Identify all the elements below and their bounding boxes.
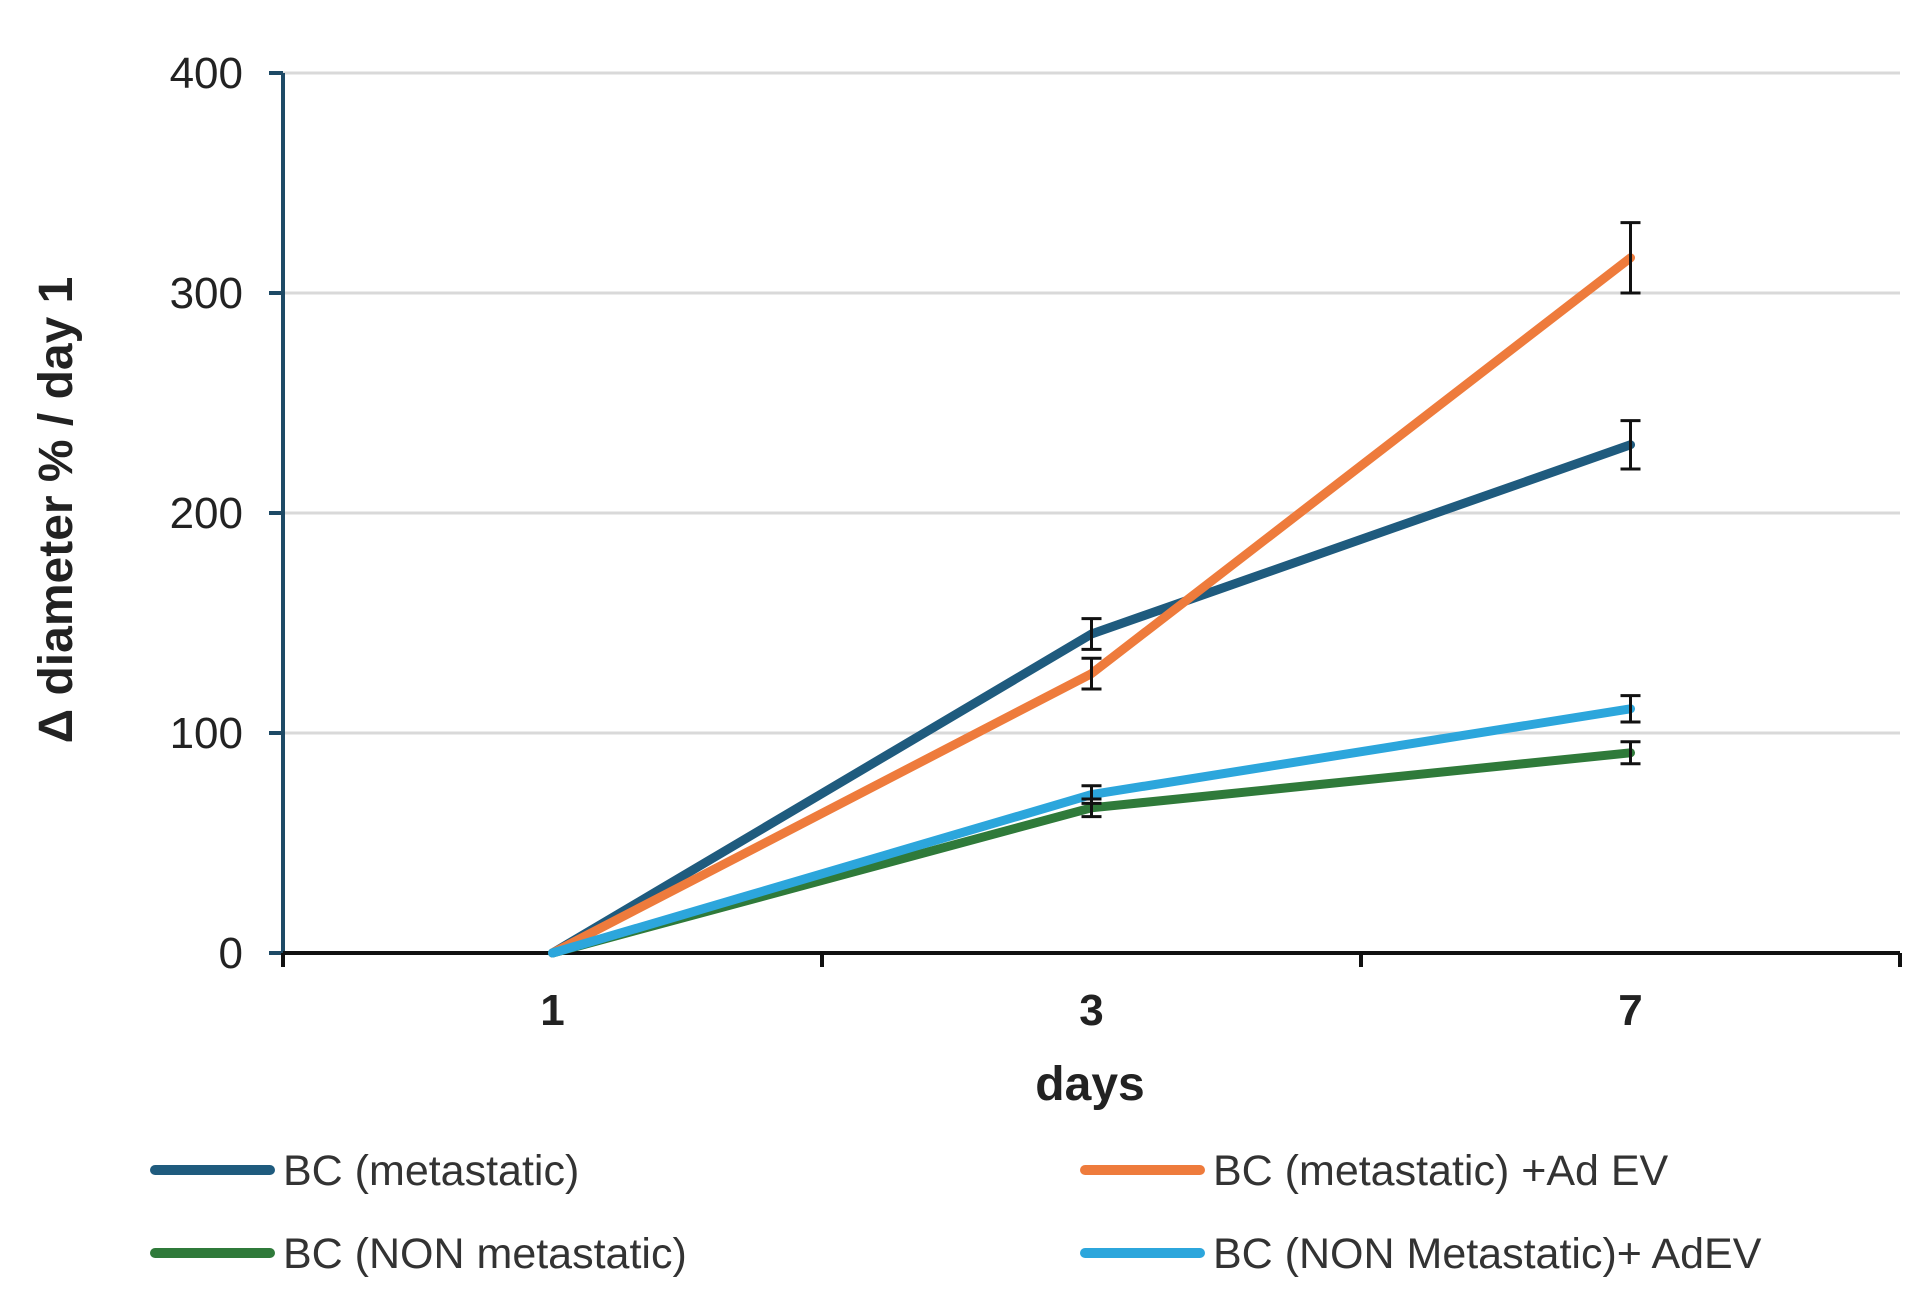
series-lines: [548, 253, 1635, 958]
x-tick-label: 1: [540, 986, 564, 1035]
series-line: [548, 253, 1635, 958]
y-axis-ticks: 0 100 200 300 400: [170, 49, 283, 978]
y-axis-title: Δ diameter % / day 1: [30, 277, 83, 744]
error-bars: [1081, 221, 1641, 819]
legend: BC (metastatic) BC (metastatic) +Ad EV BC …: [150, 1147, 1762, 1278]
y-tick-label: 400: [170, 49, 243, 98]
x-tick-label: 7: [1618, 986, 1642, 1035]
y-tick-label: 200: [170, 489, 243, 538]
gridlines: [283, 71, 1900, 735]
x-axis-title: days: [1035, 1058, 1144, 1111]
legend-label: BC (NON Metastatic)+ AdEV: [1213, 1230, 1762, 1278]
x-axis-ticks: 1 3 7: [281, 953, 1902, 1035]
y-tick-label: 300: [170, 269, 243, 318]
legend-label: BC (metastatic): [283, 1147, 579, 1195]
legend-label: BC (metastatic) +Ad EV: [1213, 1147, 1669, 1195]
legend-label: BC (NON metastatic): [283, 1230, 687, 1278]
y-tick-label: 0: [219, 929, 243, 978]
x-tick-label: 3: [1079, 986, 1103, 1035]
y-tick-label: 100: [170, 709, 243, 758]
series-line: [548, 440, 1635, 958]
series-line: [548, 704, 1635, 958]
